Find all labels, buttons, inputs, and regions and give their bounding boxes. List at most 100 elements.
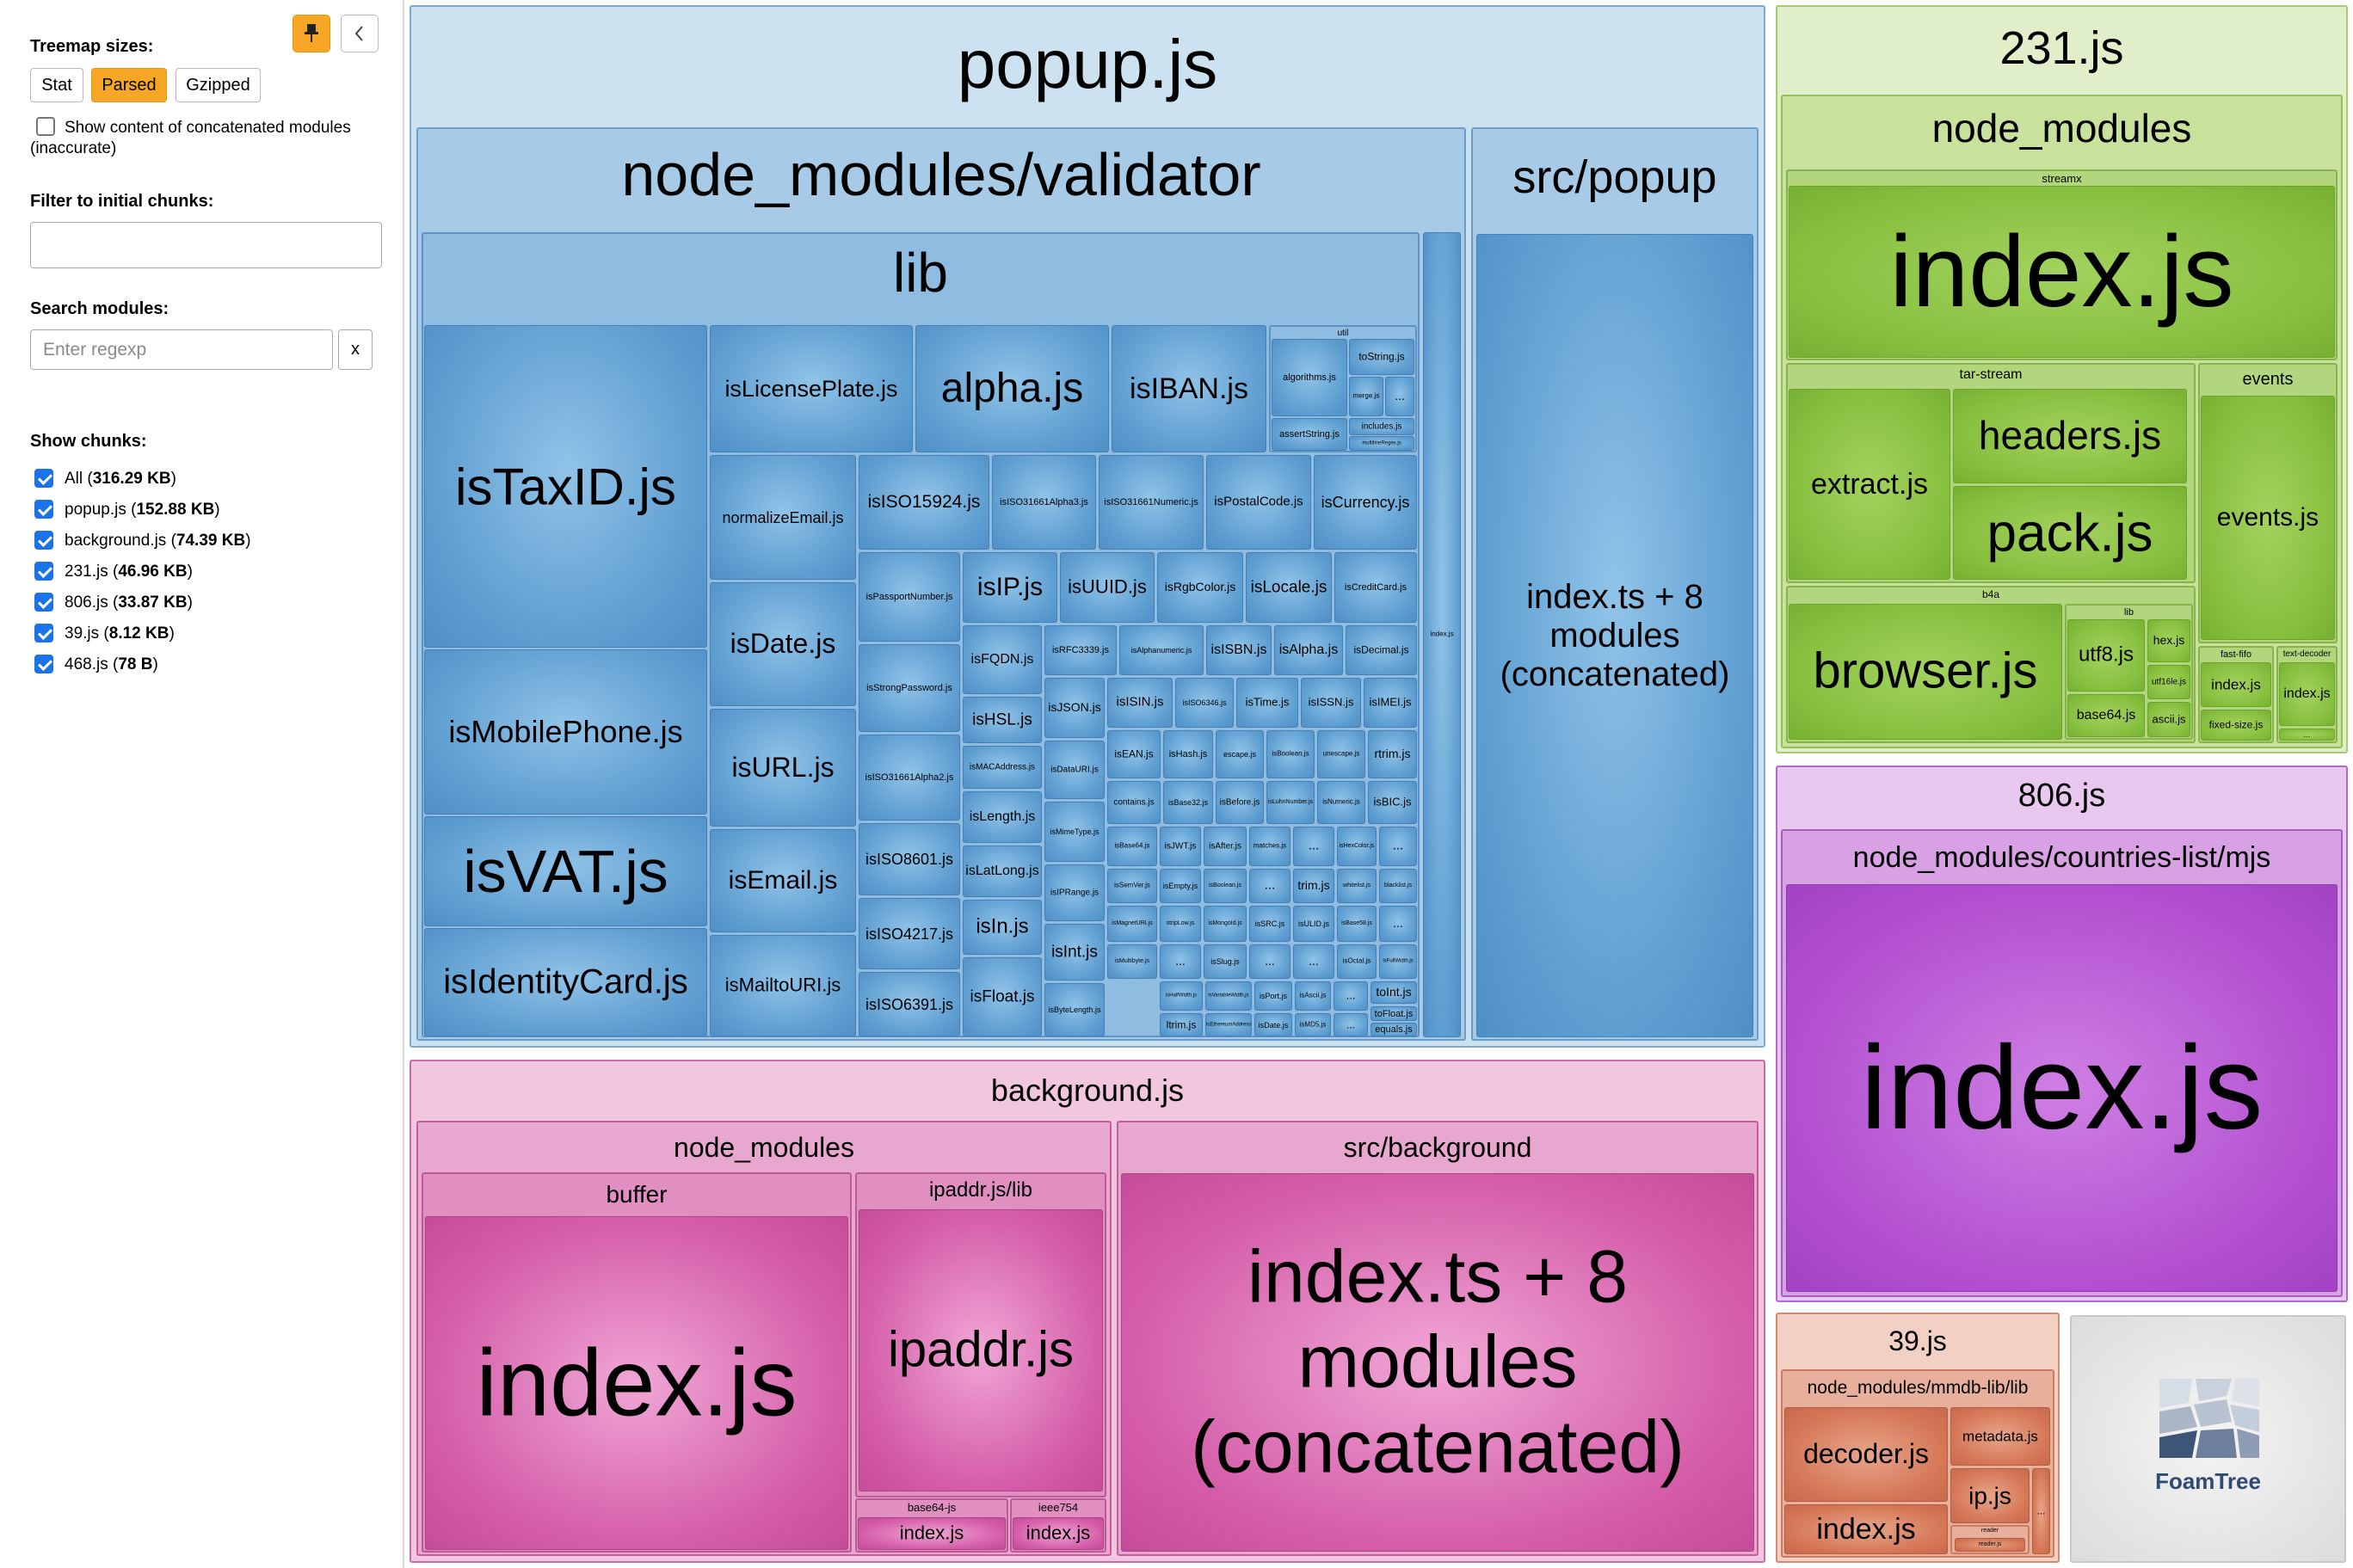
module-cell[interactable]: ip.js: [1950, 1468, 2030, 1523]
module-cell[interactable]: isLength.js: [963, 791, 1042, 843]
module-cell[interactable]: ...: [1160, 944, 1201, 979]
module-cell[interactable]: isISIN.js: [1107, 678, 1173, 728]
module-cell[interactable]: isIn.js: [963, 900, 1042, 955]
module-cell[interactable]: isIdentityCard.js: [424, 928, 707, 1036]
size-stat-button[interactable]: Stat: [30, 68, 83, 102]
module-cell[interactable]: isAscii.js: [1295, 981, 1331, 1011]
module-cell[interactable]: isIP.js: [963, 552, 1057, 623]
module-cell[interactable]: index.js: [1784, 1504, 1948, 1554]
module-cell[interactable]: contains.js: [1107, 781, 1161, 824]
module-cell[interactable]: isMailtoURI.js: [710, 935, 856, 1036]
module-cell[interactable]: matches.js: [1249, 827, 1290, 866]
module-cell[interactable]: isTime.js: [1236, 678, 1298, 728]
module-cell[interactable]: isCurrency.js: [1314, 455, 1417, 550]
module-cell[interactable]: equals.js: [1371, 1023, 1417, 1036]
module-cell[interactable]: isISO31661Numeric.js: [1099, 455, 1204, 550]
module-cell[interactable]: base64.js: [2067, 694, 2145, 737]
module-cell[interactable]: isByteLength.js: [1044, 983, 1105, 1036]
module-cell[interactable]: isMimeType.js: [1044, 802, 1105, 862]
module-cell[interactable]: isRFC3339.js: [1044, 625, 1117, 675]
module-cell[interactable]: ltrim.js: [1160, 1013, 1203, 1036]
module-cell[interactable]: isCreditCard.js: [1334, 552, 1417, 623]
module-cell[interactable]: isLicensePlate.js: [710, 325, 913, 452]
module-cell[interactable]: trim.js: [1293, 869, 1334, 903]
module-cell[interactable]: ...: [1385, 377, 1414, 416]
module-cell[interactable]: isBase58.js: [1337, 906, 1377, 942]
module-cell[interactable]: isPostalCode.js: [1206, 455, 1311, 550]
module-cell[interactable]: isLatLong.js: [963, 845, 1042, 897]
module-cell[interactable]: isSRC.js: [1249, 906, 1290, 942]
module-cell[interactable]: isMD5.js: [1295, 1013, 1331, 1036]
module-cell[interactable]: ...: [1249, 944, 1290, 979]
module-cell[interactable]: ...: [2032, 1468, 2050, 1554]
module-cell[interactable]: algorithms.js: [1272, 339, 1347, 416]
module-cell[interactable]: utf16le.js: [2147, 665, 2190, 699]
module-cell[interactable]: ...: [1334, 1013, 1368, 1036]
search-clear-button[interactable]: x: [338, 329, 373, 370]
module-cell[interactable]: isRgbColor.js: [1157, 552, 1243, 623]
module-cell[interactable]: isNumeric.js: [1317, 781, 1365, 824]
module-cell[interactable]: escape.js: [1216, 730, 1264, 778]
module-cell[interactable]: index.js: [858, 1517, 1006, 1550]
module-cell[interactable]: isUUID.js: [1060, 552, 1155, 623]
module-cell[interactable]: index.js: [1423, 232, 1461, 1037]
chunk-468[interactable]: FoamTree: [2070, 1315, 2346, 1563]
module-cell[interactable]: isSlug.js: [1204, 944, 1247, 979]
module-cell[interactable]: isIMEI.js: [1364, 678, 1417, 728]
module-cell[interactable]: isStrongPassword.js: [859, 644, 960, 732]
module-cell[interactable]: fixed-size.js: [2201, 710, 2271, 741]
module-cell[interactable]: ipaddr.js: [859, 1209, 1103, 1491]
module-cell[interactable]: isPassportNumber.js: [859, 552, 960, 642]
module-cell[interactable]: isURL.js: [710, 709, 856, 827]
module-cell[interactable]: isEAN.js: [1107, 730, 1161, 778]
module-cell[interactable]: rtrim.js: [1368, 730, 1417, 778]
module-cell[interactable]: ...: [1379, 906, 1417, 942]
module-cell[interactable]: merge.js: [1349, 377, 1383, 416]
module-cell[interactable]: isVAT.js: [424, 816, 707, 926]
module-cell[interactable]: isLocale.js: [1246, 552, 1332, 623]
module-cell[interactable]: index.js: [2279, 662, 2335, 726]
filter-input[interactable]: [30, 222, 382, 268]
module-cell[interactable]: toInt.js: [1371, 981, 1417, 1004]
search-input[interactable]: [30, 329, 333, 370]
module-cell[interactable]: index.js: [2201, 662, 2271, 707]
module-cell[interactable]: isMongoId.js: [1204, 906, 1247, 942]
module-cell[interactable]: isAlphanumeric.js: [1119, 625, 1204, 675]
module-cell[interactable]: toString.js: [1349, 339, 1414, 375]
module-cell[interactable]: isFullWidth.js: [1379, 944, 1417, 979]
module-cell[interactable]: normalizeEmail.js: [710, 455, 856, 580]
module-cell[interactable]: isMagnetURI.js: [1107, 906, 1157, 942]
module-cell[interactable]: isULID.js: [1293, 906, 1334, 942]
module-cell[interactable]: toFloat.js: [1371, 1006, 1417, 1021]
module-cell[interactable]: index.ts + 8 modules (concatenated): [1121, 1173, 1754, 1552]
module-cell[interactable]: isSemVer.js: [1107, 869, 1157, 903]
module-cell[interactable]: isBIC.js: [1368, 781, 1417, 824]
module-cell[interactable]: pack.js: [1953, 486, 2187, 580]
module-cell[interactable]: isVariableWidth.js: [1205, 981, 1252, 1011]
module-cell[interactable]: metadata.js: [1950, 1407, 2050, 1466]
chunk-checkbox-468[interactable]: [34, 655, 53, 673]
module-cell[interactable]: index.js: [425, 1216, 848, 1550]
module-cell[interactable]: alpha.js: [915, 325, 1109, 452]
module-cell[interactable]: isISBN.js: [1206, 625, 1272, 675]
module-cell[interactable]: isBoolean.js: [1204, 869, 1247, 903]
module-cell[interactable]: isMACAddress.js: [963, 746, 1042, 789]
module-cell[interactable]: index.js: [1789, 186, 2335, 358]
module-cell[interactable]: blacklist.js: [1379, 869, 1417, 903]
module-cell[interactable]: isBase32.js: [1163, 781, 1213, 824]
module-cell[interactable]: isDate.js: [1254, 1013, 1292, 1036]
module-cell[interactable]: ...: [1293, 944, 1334, 979]
module-cell[interactable]: utf8.js: [2067, 619, 2145, 692]
module-cell[interactable]: ...: [2279, 729, 2335, 741]
module-cell[interactable]: isISO4217.js: [859, 898, 960, 969]
module-cell[interactable]: isIPRange.js: [1044, 864, 1105, 921]
collapse-sidebar-button[interactable]: [341, 15, 379, 52]
module-cell[interactable]: isFloat.js: [963, 957, 1042, 1036]
module-cell[interactable]: ...: [1334, 981, 1368, 1011]
module-cell[interactable]: whitelist.js: [1337, 869, 1377, 903]
module-cell[interactable]: isMultibyte.js: [1107, 944, 1157, 979]
concat-modules-checkbox[interactable]: [36, 117, 55, 136]
module-cell[interactable]: isISO31661Alpha2.js: [859, 735, 960, 821]
chunk-checkbox-231[interactable]: [34, 562, 53, 581]
module-cell[interactable]: isTaxID.js: [424, 325, 707, 648]
